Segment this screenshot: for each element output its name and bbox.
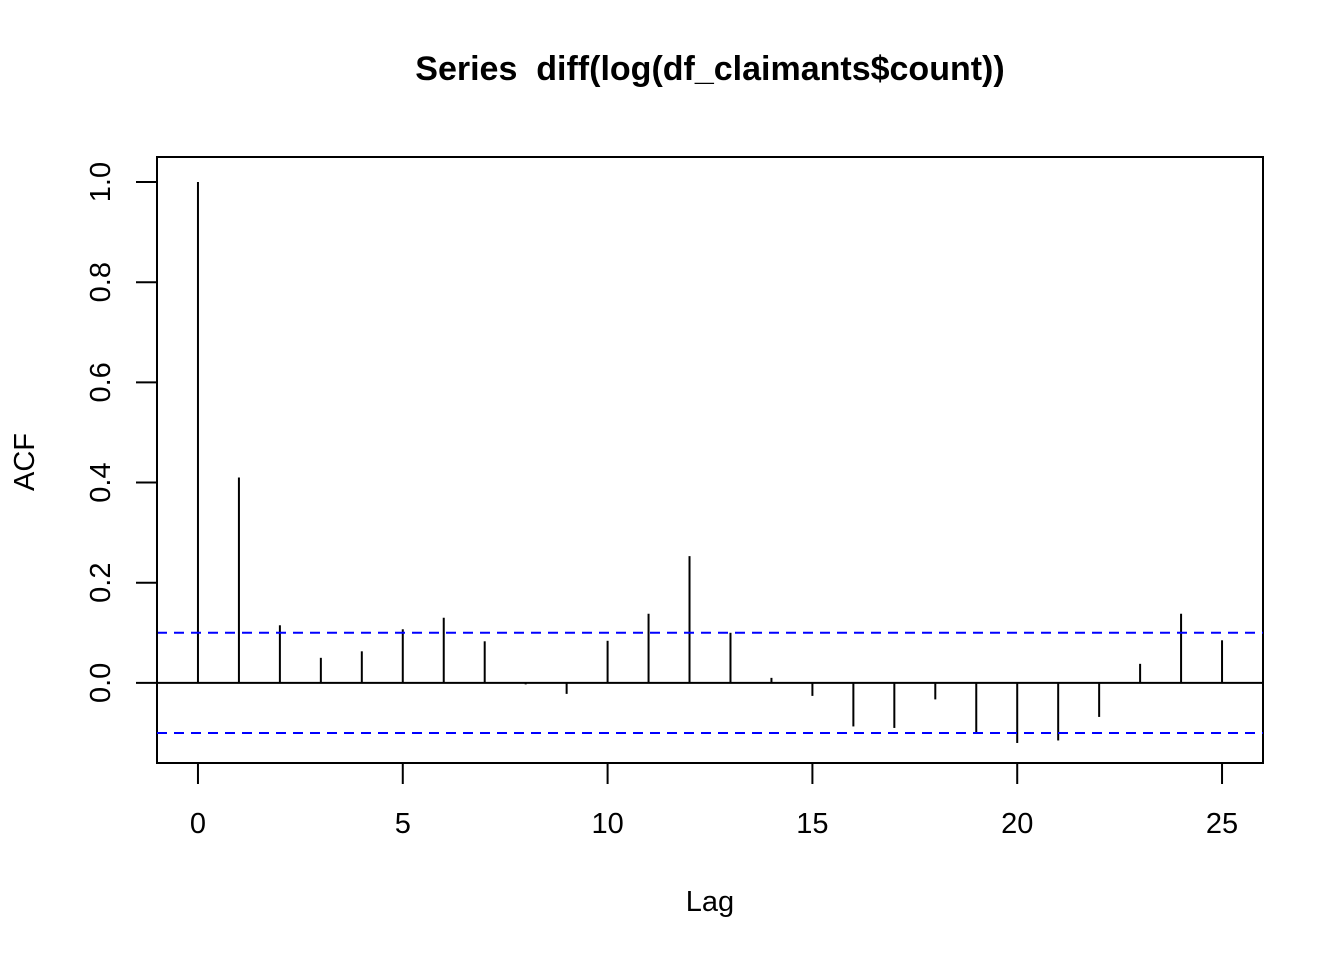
x-tick-label-25: 25 xyxy=(1206,808,1238,840)
x-axis-label: Lag xyxy=(686,886,734,918)
y-tick-label-0.8: 0.8 xyxy=(85,262,117,302)
x-tick-label-15: 15 xyxy=(796,808,828,840)
y-tick-label-1.0: 1.0 xyxy=(85,162,117,202)
confidence-bounds xyxy=(157,631,1263,734)
x-tick-label-10: 10 xyxy=(591,808,623,840)
y-tick-label-0.4: 0.4 xyxy=(85,462,117,502)
x-axis: 0 5 10 15 20 25 xyxy=(190,762,1238,840)
x-tick-label-5: 5 xyxy=(395,808,411,840)
y-axis: 0.0 0.2 0.4 0.6 0.8 1.0 xyxy=(85,162,158,703)
x-tick-label-20: 20 xyxy=(1001,808,1033,840)
y-axis-label: ACF xyxy=(9,433,41,491)
y-tick-label-0.0: 0.0 xyxy=(85,663,117,703)
plot-frame xyxy=(156,156,1264,764)
chart-title: Series diff(log(df_claimants$count)) xyxy=(415,50,1004,88)
y-tick-label-0.2: 0.2 xyxy=(85,563,117,603)
acf-bars xyxy=(196,182,1224,743)
x-tick-label-0: 0 xyxy=(190,808,206,840)
y-tick-label-0.6: 0.6 xyxy=(85,362,117,402)
